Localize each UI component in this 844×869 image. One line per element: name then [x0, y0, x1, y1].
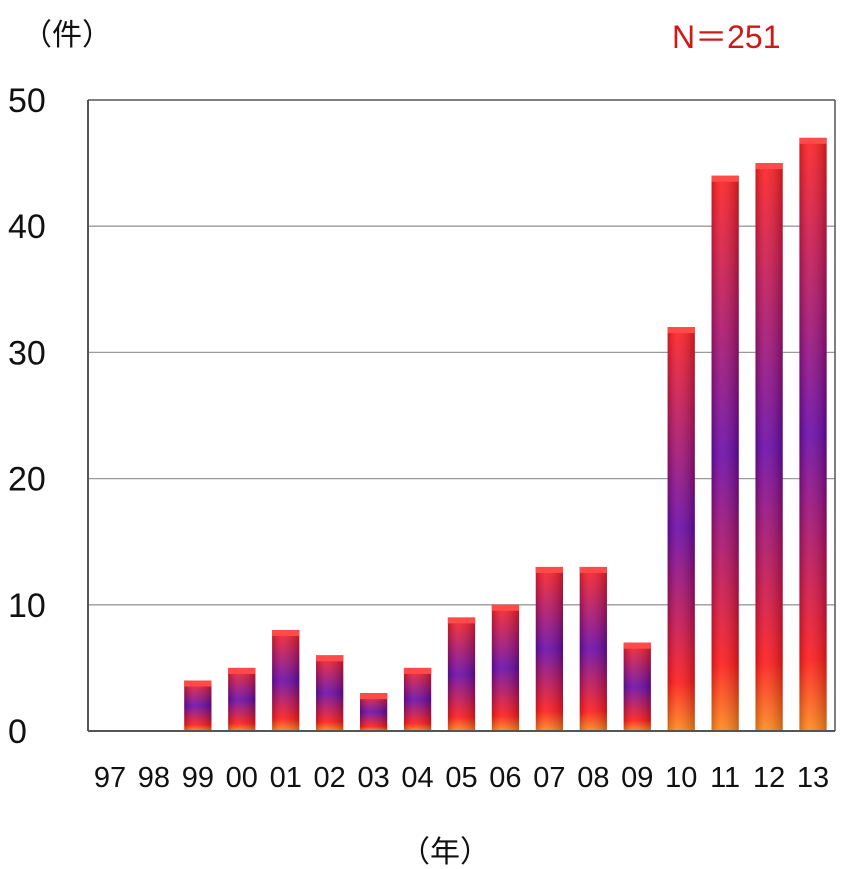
bars — [184, 137, 827, 732]
bar-shading — [184, 680, 212, 731]
bar-shading — [799, 137, 827, 732]
bar-cap — [755, 163, 783, 170]
x-tick-label: 97 — [94, 762, 126, 794]
bar-shading — [316, 655, 344, 731]
x-tick-label: 01 — [270, 762, 302, 794]
x-tick-labels: 97 98 99 00 01 02 03 04 05 06 07 08 09 10 11 12 13 — [94, 762, 829, 794]
bar-shading — [623, 642, 651, 731]
x-axis-unit-label: （年） — [400, 835, 490, 869]
y-tick-labels: 0 10 20 30 40 50 — [8, 82, 46, 751]
y-axis-unit-label: （件） — [22, 18, 112, 53]
bar-shading — [359, 693, 388, 731]
x-tick-label: 98 — [138, 762, 170, 794]
bar-cap — [403, 667, 432, 674]
bar-cap — [184, 680, 212, 687]
x-tick-label: 04 — [401, 762, 433, 794]
bar-shading — [711, 175, 739, 732]
bar-cap — [667, 327, 695, 334]
bar-shading — [228, 667, 256, 731]
axes — [87, 99, 836, 732]
x-tick-label: 03 — [357, 762, 389, 794]
bar-shading — [755, 163, 783, 732]
sample-size-annotation: N＝251 — [672, 19, 781, 55]
bar-shading — [491, 604, 520, 731]
bar-cap — [623, 642, 651, 649]
x-tick-label: 00 — [226, 762, 258, 794]
y-tick-label: 30 — [8, 334, 46, 372]
bar-cap — [359, 693, 388, 700]
bar-cap — [711, 175, 739, 182]
y-tick-label: 20 — [8, 461, 46, 499]
bar-shading — [272, 630, 300, 731]
bar-cap — [228, 667, 256, 674]
x-tick-label: 13 — [797, 762, 829, 794]
x-tick-label: 02 — [314, 762, 346, 794]
bar-shading — [403, 667, 432, 731]
x-tick-label: 12 — [753, 762, 785, 794]
bar-shading — [535, 566, 564, 731]
bar-shading — [667, 327, 695, 731]
bar-cap — [491, 604, 520, 611]
x-tick-label: 10 — [665, 762, 697, 794]
y-tick-label: 50 — [8, 82, 46, 120]
bar-cap — [535, 566, 564, 573]
x-tick-label: 99 — [182, 762, 214, 794]
bar-cap — [272, 630, 300, 637]
gridlines — [88, 225, 835, 606]
bar-cap — [579, 566, 607, 573]
x-tick-label: 06 — [489, 762, 521, 794]
x-tick-label: 05 — [445, 762, 477, 794]
x-tick-label: 09 — [621, 762, 653, 794]
y-tick-label: 0 — [8, 713, 27, 751]
x-tick-label: 08 — [577, 762, 609, 794]
x-tick-label: 11 — [710, 762, 740, 794]
bar-cap — [799, 137, 827, 144]
bar-cap — [447, 617, 476, 624]
bar-cap — [316, 655, 344, 662]
y-tick-label: 40 — [8, 208, 46, 246]
x-tick-label: 07 — [533, 762, 565, 794]
bar-shading — [447, 617, 476, 731]
y-tick-label: 10 — [8, 587, 46, 625]
bar-shading — [579, 566, 607, 731]
